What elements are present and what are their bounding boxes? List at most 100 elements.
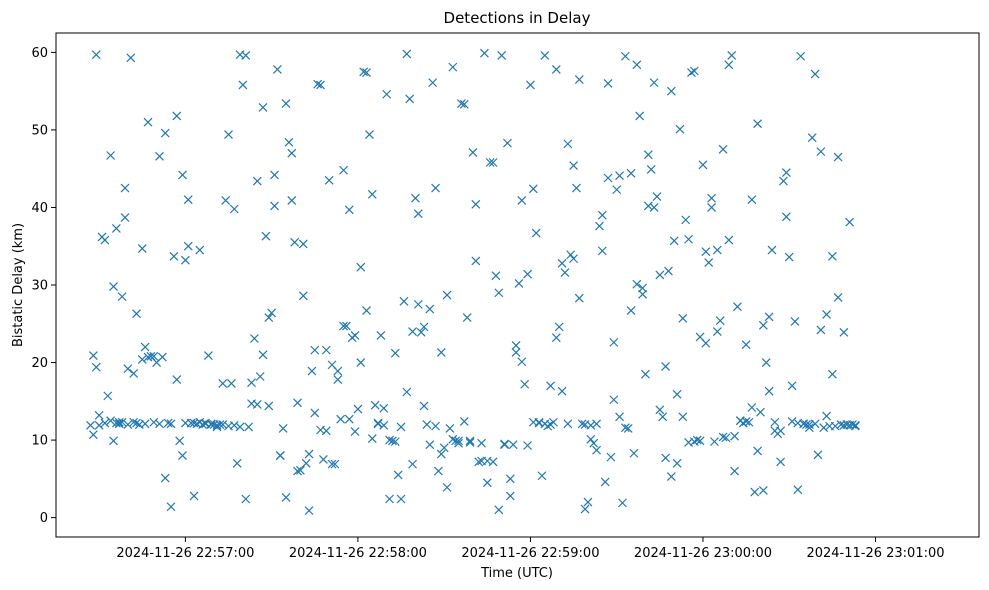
data-point-marker bbox=[183, 195, 193, 205]
data-point-marker bbox=[287, 148, 297, 158]
data-point-marker bbox=[454, 436, 463, 446]
data-point-marker bbox=[770, 417, 780, 427]
data-point-marker bbox=[804, 423, 814, 433]
data-point-marker bbox=[445, 424, 455, 433]
data-point-marker bbox=[528, 184, 538, 194]
data-point-marker bbox=[727, 51, 737, 60]
data-point-marker bbox=[687, 68, 696, 77]
data-point-marker bbox=[241, 51, 251, 60]
data-point-marker bbox=[468, 147, 478, 157]
data-point-marker bbox=[827, 251, 837, 261]
data-point-marker bbox=[178, 451, 187, 461]
data-point-marker bbox=[733, 302, 742, 312]
data-point-marker bbox=[488, 457, 498, 467]
data-point-marker bbox=[379, 403, 389, 413]
data-point-marker bbox=[781, 212, 791, 222]
data-point-marker bbox=[100, 235, 110, 245]
data-point-marker bbox=[215, 420, 225, 429]
data-point-marker bbox=[471, 199, 481, 209]
data-point-marker bbox=[574, 293, 584, 303]
data-point-marker bbox=[143, 117, 153, 127]
data-point-marker bbox=[120, 183, 130, 193]
data-point-marker bbox=[580, 504, 590, 514]
data-point-marker bbox=[698, 160, 708, 170]
data-point-marker bbox=[549, 417, 558, 427]
data-point-marker bbox=[132, 309, 141, 319]
data-point-marker bbox=[241, 494, 251, 504]
data-point-marker bbox=[390, 437, 400, 447]
data-point-marker bbox=[94, 420, 104, 430]
data-point-marker bbox=[747, 195, 757, 205]
data-point-marker bbox=[666, 86, 676, 96]
data-point-marker bbox=[603, 173, 613, 183]
data-point-marker bbox=[623, 424, 633, 433]
data-point-marker bbox=[620, 423, 630, 433]
data-point-marker bbox=[255, 372, 265, 381]
x-tick-label: 2024-11-26 22:57:00 bbox=[116, 546, 254, 561]
data-point-marker bbox=[376, 330, 386, 340]
data-point-marker bbox=[226, 379, 236, 388]
x-axis-ticks: 2024-11-26 22:57:00 2024-11-26 22:58:00 20… bbox=[116, 537, 945, 561]
data-point-marker bbox=[632, 279, 642, 289]
data-point-marker bbox=[839, 327, 849, 337]
data-point-marker bbox=[270, 201, 279, 211]
data-point-marker bbox=[155, 151, 164, 161]
data-point-marker bbox=[730, 431, 740, 441]
data-point-marker bbox=[160, 473, 170, 483]
data-point-marker bbox=[169, 251, 179, 261]
data-point-marker bbox=[123, 420, 133, 429]
data-point-marker bbox=[471, 256, 481, 266]
data-point-marker bbox=[175, 436, 185, 446]
data-point-marker bbox=[701, 247, 711, 257]
data-point-marker bbox=[382, 89, 392, 99]
data-point-marker bbox=[566, 250, 576, 260]
data-point-marker bbox=[494, 288, 504, 298]
data-point-marker bbox=[385, 494, 394, 504]
data-point-marker bbox=[477, 438, 486, 448]
data-point-marker bbox=[810, 69, 820, 79]
data-point-marker bbox=[546, 381, 555, 391]
data-point-marker bbox=[91, 50, 101, 60]
data-point-marker bbox=[419, 401, 429, 411]
data-point-marker bbox=[350, 330, 360, 340]
data-point-marker bbox=[129, 417, 139, 427]
data-point-marker bbox=[408, 459, 417, 469]
data-point-marker bbox=[195, 245, 205, 255]
data-point-marker bbox=[399, 296, 409, 306]
data-point-marker bbox=[111, 223, 121, 233]
data-point-marker bbox=[678, 313, 688, 323]
data-point-marker bbox=[537, 471, 547, 481]
data-point-marker bbox=[758, 320, 768, 330]
data-point-marker bbox=[569, 161, 578, 171]
data-point-marker bbox=[586, 434, 596, 444]
data-point-marker bbox=[126, 53, 136, 63]
data-point-marker bbox=[597, 246, 607, 256]
data-point-marker bbox=[301, 458, 311, 468]
y-tick-label: 40 bbox=[31, 201, 48, 216]
data-point-marker bbox=[321, 426, 331, 436]
data-point-marker bbox=[643, 150, 653, 160]
data-point-marker bbox=[557, 258, 567, 268]
data-point-marker bbox=[313, 79, 323, 89]
data-point-marker bbox=[166, 419, 176, 429]
chart-title: Detections in Delay bbox=[444, 9, 591, 27]
data-point-marker bbox=[221, 196, 231, 205]
x-tick-label: 2024-11-26 22:59:00 bbox=[461, 546, 599, 561]
data-point-marker bbox=[833, 152, 843, 162]
data-point-marker bbox=[603, 78, 613, 88]
data-point-marker bbox=[316, 80, 325, 90]
data-point-marker bbox=[439, 443, 449, 453]
data-point-marker bbox=[592, 419, 601, 429]
data-point-marker bbox=[425, 304, 435, 314]
data-point-marker bbox=[810, 419, 820, 429]
data-point-marker bbox=[396, 422, 406, 432]
data-point-marker bbox=[620, 51, 630, 61]
data-point-marker bbox=[641, 369, 650, 379]
data-point-marker bbox=[669, 236, 679, 246]
data-point-marker bbox=[557, 386, 567, 396]
data-point-marker bbox=[330, 459, 340, 469]
data-point-marker bbox=[819, 423, 829, 433]
data-point-marker bbox=[155, 419, 164, 429]
data-point-marker bbox=[218, 379, 228, 388]
data-point-marker bbox=[364, 130, 374, 139]
